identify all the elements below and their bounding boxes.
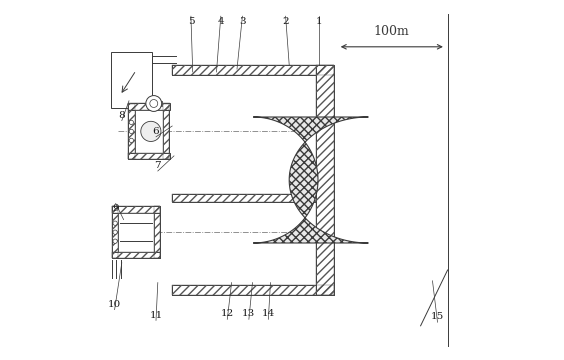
Text: 3: 3 [239,17,246,26]
Bar [128,104,135,159]
Text: 7: 7 [155,161,161,170]
Bar [151,100,162,107]
Circle shape [129,120,134,125]
Bar [111,52,152,108]
Bar [154,206,161,258]
Bar [316,65,334,295]
Text: 5: 5 [188,17,194,26]
Bar [128,153,170,159]
Circle shape [141,121,161,141]
Circle shape [146,95,162,111]
Bar [128,104,135,159]
Bar [128,153,170,159]
Text: 12: 12 [221,309,234,318]
Circle shape [113,239,117,243]
Bar [135,110,163,153]
Bar [112,206,118,258]
Text: 1: 1 [316,17,323,26]
Polygon shape [253,117,368,243]
Bar [172,194,316,202]
Bar [128,104,170,110]
Text: 9: 9 [112,204,119,213]
Circle shape [129,138,134,143]
Bar [316,65,334,295]
Text: 10: 10 [108,300,121,309]
Bar [172,65,334,75]
Circle shape [113,230,117,234]
Bar [128,104,170,110]
Text: 8: 8 [118,111,125,120]
Bar [172,194,316,202]
Bar [118,212,154,252]
Bar [172,65,334,75]
Text: 15: 15 [431,312,444,321]
Bar [112,206,118,258]
Circle shape [150,100,158,107]
Text: 4: 4 [218,17,224,26]
Bar [163,104,170,159]
Text: 11: 11 [149,310,162,320]
Bar [112,252,161,258]
Circle shape [113,221,117,225]
Bar [172,285,334,295]
Bar [112,206,161,212]
Text: 6: 6 [153,127,159,136]
Text: 2: 2 [283,17,289,26]
Text: 14: 14 [262,309,275,318]
Bar [112,252,161,258]
Bar [112,206,161,212]
Text: 13: 13 [243,309,255,318]
Circle shape [129,129,134,134]
Text: 100m: 100m [374,25,409,38]
Bar [151,100,162,107]
Bar [163,104,170,159]
Bar [172,285,334,295]
Bar [154,206,161,258]
